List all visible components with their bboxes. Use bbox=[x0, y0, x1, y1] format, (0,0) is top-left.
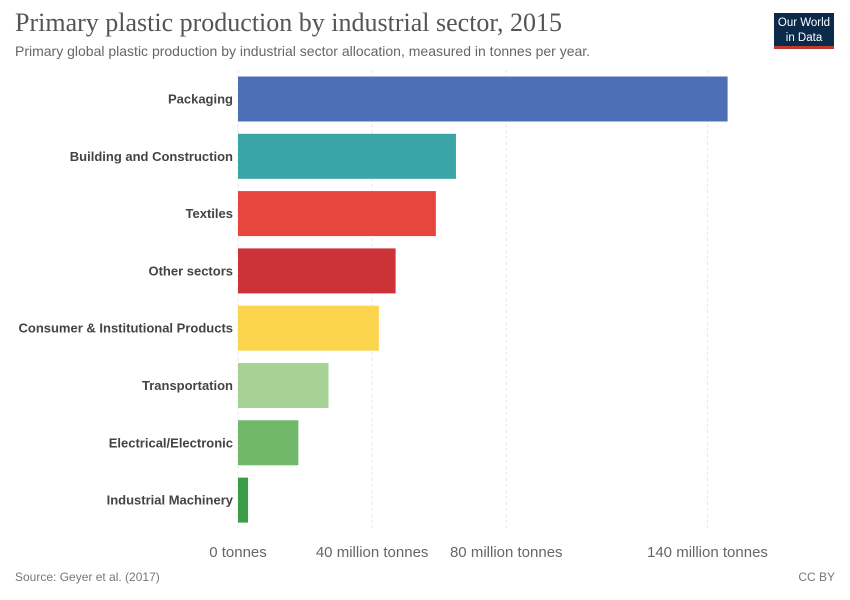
category-label: Electrical/Electronic bbox=[109, 435, 233, 450]
category-label: Consumer & Institutional Products bbox=[18, 321, 233, 336]
bar[interactable] bbox=[238, 248, 396, 294]
bar[interactable] bbox=[238, 133, 456, 179]
chart-subtitle: Primary global plastic production by ind… bbox=[15, 43, 591, 59]
x-tick-label: 80 million tonnes bbox=[450, 544, 563, 561]
owid-logo[interactable]: Our World in Data bbox=[774, 13, 834, 49]
logo-line-1: Our World bbox=[777, 17, 831, 29]
bar[interactable] bbox=[238, 420, 299, 466]
category-label: Other sectors bbox=[148, 263, 233, 278]
license-label[interactable]: CC BY bbox=[798, 570, 835, 584]
bar[interactable] bbox=[238, 477, 249, 523]
bar[interactable] bbox=[238, 305, 379, 351]
category-label: Transportation bbox=[142, 378, 233, 393]
category-label: Industrial Machinery bbox=[107, 493, 234, 508]
chart-title: Primary plastic production by industrial… bbox=[15, 8, 563, 37]
category-label: Packaging bbox=[168, 92, 233, 107]
x-tick-label: 40 million tonnes bbox=[316, 544, 429, 561]
logo-line-2: in Data bbox=[785, 32, 823, 44]
bar[interactable] bbox=[238, 191, 436, 237]
category-label: Building and Construction bbox=[70, 149, 233, 164]
x-tick-label: 140 million tonnes bbox=[647, 544, 768, 561]
x-tick-label: 0 tonnes bbox=[209, 544, 267, 561]
source-note[interactable]: Source: Geyer et al. (2017) bbox=[15, 570, 160, 584]
bar[interactable] bbox=[238, 363, 329, 408]
category-label: Textiles bbox=[186, 206, 233, 221]
bar[interactable] bbox=[238, 76, 728, 122]
